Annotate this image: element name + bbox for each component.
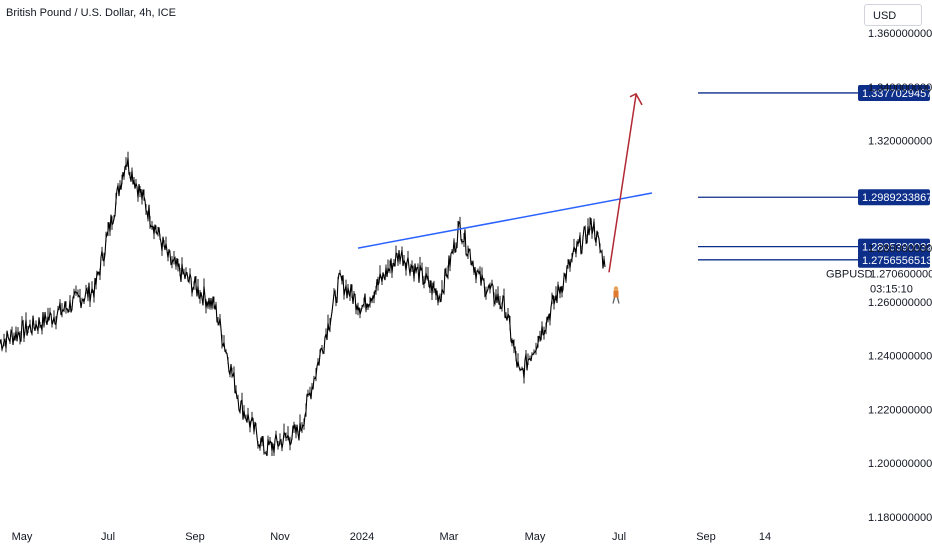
x-tick-label: Jul xyxy=(101,531,115,543)
x-tick-label: Sep xyxy=(696,531,716,543)
currency-selector[interactable]: USD xyxy=(864,4,922,26)
y-tick-label: 1.3400000000 xyxy=(868,82,932,94)
person-marker-icon xyxy=(612,286,620,304)
x-tick-label: May xyxy=(12,531,33,543)
price-level-label: 1.2989233867 xyxy=(862,192,932,204)
x-tick-label: May xyxy=(525,531,546,543)
x-tick-label: Jul xyxy=(612,531,626,543)
price-series xyxy=(0,151,606,457)
x-tick-label: Mar xyxy=(440,531,459,543)
y-tick-label: 1.3600000000 xyxy=(868,28,932,40)
price-level-tag xyxy=(858,189,930,206)
chart-title: British Pound / U.S. Dollar, 4h, ICE xyxy=(6,7,176,19)
resistance-trendline[interactable] xyxy=(357,192,653,249)
price-level-label: 1.2805390032 xyxy=(862,242,932,254)
y-axis: 1.3600000000 1.3400000000 1.3200000000 1.28… xyxy=(868,28,932,524)
price-level[interactable]: 1.2989233867 xyxy=(698,189,932,206)
marker-head xyxy=(613,286,619,291)
marker-body xyxy=(613,290,619,298)
price-level-label: 1.3377029457 xyxy=(862,88,932,100)
x-tick-label: Sep xyxy=(185,531,205,543)
symbol-label: GBPUSD xyxy=(826,268,873,280)
projection-arrow[interactable] xyxy=(608,92,643,273)
price-level-label: 1.2756556513 xyxy=(862,255,932,267)
y-tick-label: 1.3200000000 xyxy=(868,136,932,148)
marker-leg xyxy=(616,297,620,304)
arrow-head xyxy=(629,92,643,106)
price-level-tag xyxy=(858,251,930,268)
y-tick-label: 1.2400000000 xyxy=(868,351,932,363)
y-tick-label: 1.2800000000 xyxy=(868,243,932,255)
price-level-tag xyxy=(858,84,930,101)
x-tick-label: 2024 xyxy=(350,531,374,543)
price-level[interactable]: 1.2756556513 xyxy=(698,251,932,268)
y-tick-label: 1.1800000000 xyxy=(868,512,932,524)
y-tick-label: 1.2000000000 xyxy=(868,458,932,470)
y-tick-label: 1.2600000000 xyxy=(868,297,932,309)
y-tick-label: 1.2200000000 xyxy=(868,404,932,416)
arrow-shaft xyxy=(608,94,637,273)
price-level[interactable]: 1.3377029457 xyxy=(698,84,932,101)
price-line xyxy=(0,157,606,457)
price-level[interactable]: 1.2805390032 xyxy=(698,238,932,255)
x-axis: May Jul Sep Nov 2024 Mar May Jul Sep 14 xyxy=(12,531,772,543)
candle-countdown: 03:15:10 xyxy=(870,283,913,295)
price-level-tag xyxy=(858,238,930,255)
x-tick-label: Nov xyxy=(270,531,290,543)
marker-leg xyxy=(612,297,616,304)
x-tick-label: 14 xyxy=(759,531,771,543)
